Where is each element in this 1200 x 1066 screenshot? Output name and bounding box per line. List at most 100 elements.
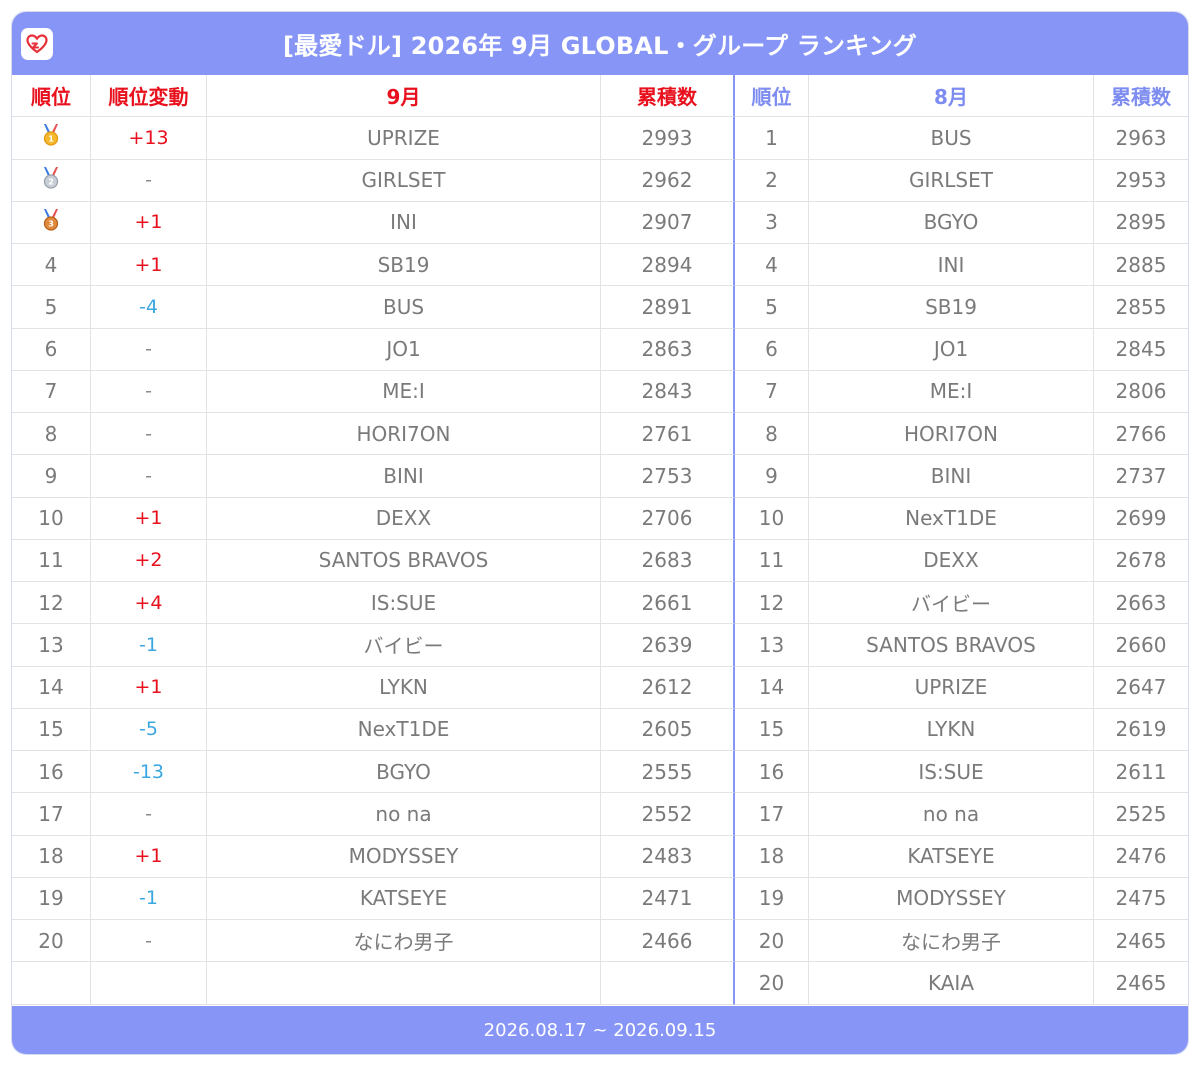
current-name-cell: no na (207, 793, 601, 836)
prev-name-cell: SANTOS BRAVOS (809, 624, 1094, 667)
prev-points-cell: 2660 (1094, 624, 1188, 667)
current-rank-cell: 2 (12, 159, 91, 202)
current-name-cell: UPRIZE (207, 117, 601, 160)
current-points-cell: 2894 (601, 244, 735, 287)
current-name-cell: SANTOS BRAVOS (207, 539, 601, 582)
prev-points-cell: 2845 (1094, 329, 1188, 371)
current-name-cell: ME:I (207, 370, 601, 413)
col-header-prev-rank: 順位 (735, 75, 809, 118)
current-name-cell (207, 962, 601, 1005)
current-rank-cell: 4 (12, 244, 91, 287)
prev-points-cell: 2963 (1094, 117, 1188, 160)
rank-change-cell: -1 (91, 624, 207, 667)
prev-rank-cell: 15 (735, 708, 809, 751)
prev-name-cell: JO1 (809, 328, 1094, 371)
current-points-cell: 2843 (601, 370, 735, 413)
rank-change-cell: +1 (91, 835, 207, 878)
svg-text:3: 3 (48, 219, 54, 228)
current-points-cell: 2761 (601, 413, 735, 456)
prev-rank-cell: 9 (735, 455, 809, 498)
current-rank-cell: 5 (12, 286, 91, 329)
current-points-cell: 2483 (601, 835, 735, 878)
prev-rank-cell: 19 (735, 877, 809, 920)
prev-points-cell: 2855 (1094, 286, 1188, 329)
svg-text:2: 2 (48, 177, 54, 186)
current-rank-cell: 7 (12, 370, 91, 413)
rank-change-cell: +1 (91, 666, 207, 709)
current-points-cell: 2605 (601, 708, 735, 751)
col-header-current-points: 累積数 (601, 75, 735, 118)
prev-name-cell: INI (809, 244, 1094, 287)
current-name-cell: MODYSSEY (207, 835, 601, 878)
current-name-cell: なにわ男子 (207, 920, 601, 963)
current-rank-cell: 16 (12, 751, 91, 794)
current-rank-cell: 19 (12, 877, 91, 920)
current-points-cell: 2612 (601, 666, 735, 709)
current-name-cell: INI (207, 201, 601, 244)
prev-name-cell: SB19 (809, 286, 1094, 329)
prev-name-cell: GIRLSET (809, 159, 1094, 202)
prev-rank-cell: 10 (735, 497, 809, 540)
prev-points-cell: 2465 (1094, 920, 1188, 963)
prev-points-cell: 2465 (1094, 962, 1188, 1005)
rank-change-cell: -5 (91, 708, 207, 751)
current-name-cell: SB19 (207, 244, 601, 287)
prev-points-cell: 2663 (1094, 582, 1188, 625)
current-points-cell: 2466 (601, 920, 735, 963)
prev-points-cell: 2678 (1094, 540, 1188, 582)
rank-change-cell: - (91, 455, 207, 498)
current-rank-cell: 14 (12, 666, 91, 709)
prev-name-cell: バイビー (809, 582, 1094, 625)
current-points-cell: 2962 (601, 159, 735, 202)
current-name-cell: GIRLSET (207, 159, 601, 202)
period-label: 2026.08.17 ~ 2026.09.15 (483, 1019, 717, 1041)
current-rank-cell: 3 (12, 201, 91, 244)
current-name-cell: KATSEYE (207, 877, 601, 920)
prev-rank-cell: 6 (735, 328, 809, 371)
current-name-cell: BGYO (207, 751, 601, 794)
prev-points-cell: 2953 (1094, 160, 1188, 202)
current-rank-cell: 18 (12, 835, 91, 878)
current-points-cell (601, 962, 735, 1005)
prev-points-cell: 2806 (1094, 371, 1188, 413)
prev-rank-cell: 20 (735, 920, 809, 963)
col-header-prev-month: 8月 (809, 75, 1094, 118)
col-header-rank: 順位 (12, 75, 91, 118)
prev-rank-cell: 4 (735, 244, 809, 287)
prev-points-cell: 2885 (1094, 244, 1188, 287)
current-points-cell: 2683 (601, 539, 735, 582)
prev-name-cell: IS:SUE (809, 751, 1094, 794)
prev-points-cell: 2476 (1094, 836, 1188, 878)
silver-medal-icon: 2 (42, 166, 60, 194)
prev-name-cell: ME:I (809, 370, 1094, 413)
prev-points-cell: 2619 (1094, 709, 1188, 751)
current-rank-cell: 8 (12, 413, 91, 456)
gold-medal-icon: 1 (42, 124, 60, 151)
current-points-cell: 2891 (601, 286, 735, 329)
current-points-cell: 2706 (601, 497, 735, 540)
current-rank-cell: 11 (12, 539, 91, 582)
prev-rank-cell: 12 (735, 582, 809, 625)
prev-rank-cell: 18 (735, 835, 809, 878)
prev-points-cell: 2647 (1094, 667, 1188, 709)
svg-text:1: 1 (48, 135, 54, 144)
prev-name-cell: BUS (809, 117, 1094, 160)
current-rank-cell: 6 (12, 328, 91, 371)
prev-points-cell: 2525 (1094, 793, 1188, 836)
rank-change-cell: +13 (91, 117, 207, 160)
prev-name-cell: BINI (809, 455, 1094, 498)
current-name-cell: NexT1DE (207, 708, 601, 751)
rank-change-cell: +1 (91, 497, 207, 540)
rank-change-cell: - (91, 793, 207, 836)
current-rank-cell: 10 (12, 497, 91, 540)
heart-icon (21, 28, 53, 60)
prev-name-cell: HORI7ON (809, 413, 1094, 456)
current-rank-cell (12, 962, 91, 1005)
prev-rank-cell: 13 (735, 624, 809, 667)
current-points-cell: 2863 (601, 328, 735, 371)
prev-name-cell: LYKN (809, 708, 1094, 751)
prev-points-cell: 2766 (1094, 413, 1188, 456)
current-rank-cell: 1 (12, 117, 91, 160)
col-header-current-month: 9月 (207, 75, 601, 118)
col-header-change: 順位変動 (91, 75, 207, 118)
